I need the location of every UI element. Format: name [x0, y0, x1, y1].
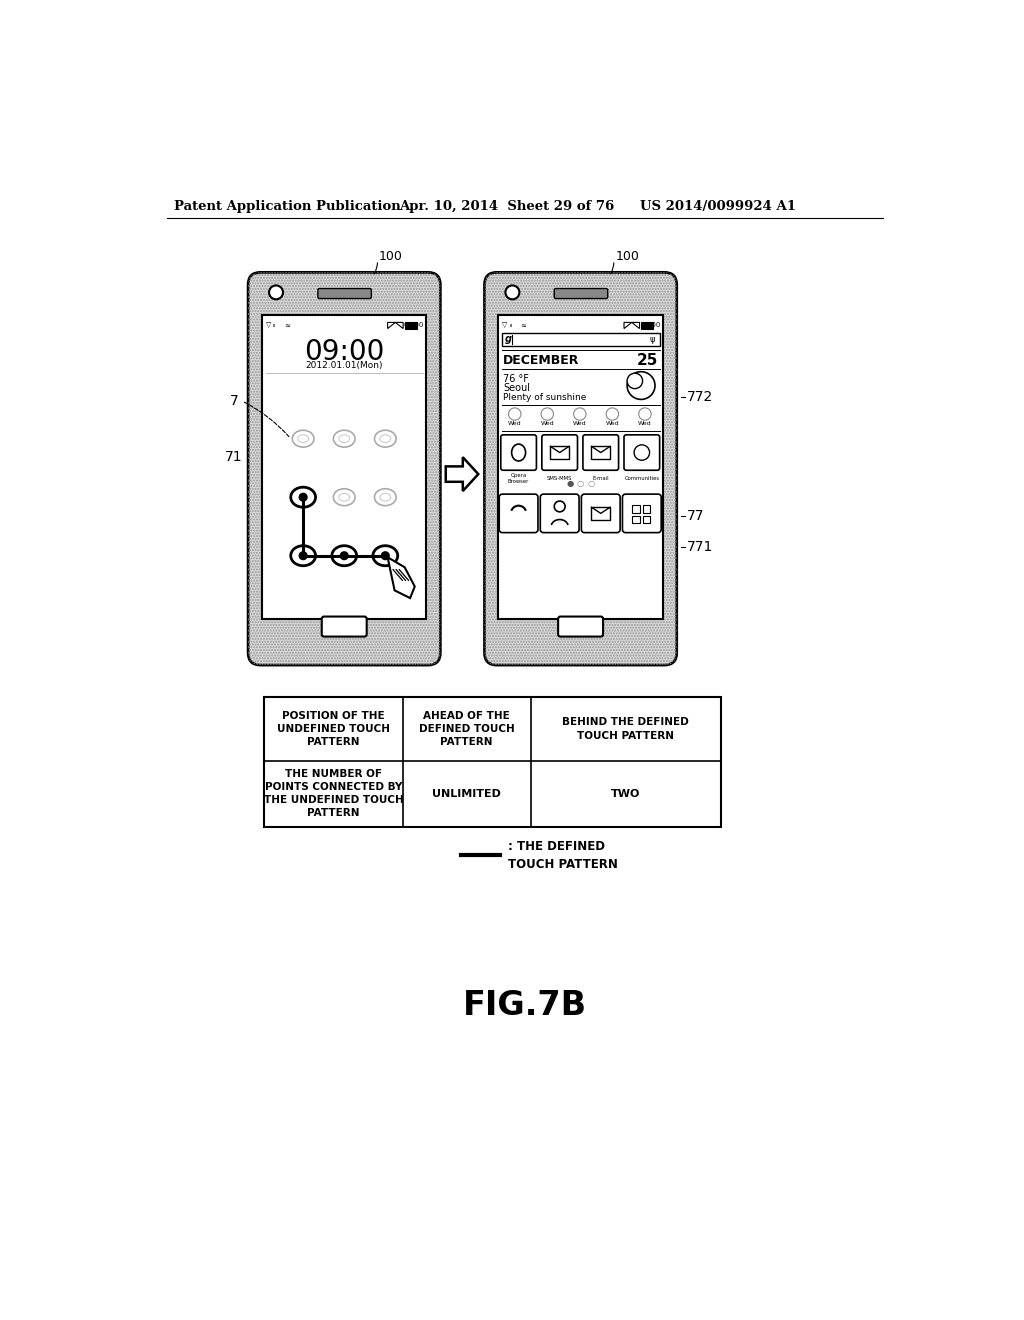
Polygon shape [388, 557, 415, 598]
Text: : THE DEFINED
TOUCH PATTERN: : THE DEFINED TOUCH PATTERN [508, 840, 617, 871]
FancyBboxPatch shape [484, 272, 677, 665]
Text: g: g [505, 334, 512, 345]
Text: 2012.01.01(Mon): 2012.01.01(Mon) [305, 362, 383, 370]
Bar [632, 506, 640, 512]
FancyBboxPatch shape [248, 272, 440, 665]
Text: ≈: ≈ [520, 322, 526, 329]
Text: ıı: ıı [509, 323, 512, 327]
Text: 77: 77 [687, 510, 705, 524]
Circle shape [381, 552, 389, 560]
FancyBboxPatch shape [582, 494, 621, 533]
Text: 76 °F: 76 °F [503, 374, 529, 384]
Circle shape [506, 285, 519, 300]
Bar [499, 314, 663, 619]
Text: ●: ● [566, 479, 573, 488]
FancyBboxPatch shape [542, 434, 578, 470]
FancyBboxPatch shape [583, 434, 618, 470]
Text: Wed: Wed [573, 421, 587, 426]
Text: Apr. 10, 2014  Sheet 29 of 76: Apr. 10, 2014 Sheet 29 of 76 [399, 199, 614, 213]
FancyBboxPatch shape [500, 494, 538, 533]
Text: Wed: Wed [638, 421, 651, 426]
Polygon shape [445, 457, 478, 491]
Circle shape [269, 285, 283, 300]
Bar [643, 506, 650, 512]
Text: 09:00: 09:00 [403, 322, 424, 329]
Text: Plenty of sunshine: Plenty of sunshine [503, 392, 587, 401]
Circle shape [509, 408, 521, 420]
Text: SMS-MMS: SMS-MMS [547, 477, 572, 482]
Text: E-mail: E-mail [593, 477, 609, 482]
FancyBboxPatch shape [558, 616, 603, 636]
Text: 100: 100 [379, 251, 403, 264]
Text: Seoul: Seoul [503, 383, 530, 393]
Ellipse shape [334, 488, 355, 506]
Bar [641, 322, 653, 329]
Bar [262, 314, 426, 619]
Circle shape [340, 552, 348, 560]
FancyBboxPatch shape [322, 616, 367, 636]
Text: 71: 71 [225, 450, 243, 465]
Ellipse shape [334, 548, 355, 564]
Ellipse shape [292, 488, 314, 506]
Ellipse shape [375, 548, 396, 564]
FancyBboxPatch shape [623, 494, 662, 533]
Circle shape [299, 494, 307, 502]
Ellipse shape [373, 545, 397, 566]
Ellipse shape [291, 545, 315, 566]
Text: THE NUMBER OF
POINTS CONNECTED BY
THE UNDEFINED TOUCH
PATTERN: THE NUMBER OF POINTS CONNECTED BY THE UN… [263, 768, 403, 818]
Text: AHEAD OF THE
DEFINED TOUCH
PATTERN: AHEAD OF THE DEFINED TOUCH PATTERN [419, 710, 514, 747]
Bar [632, 516, 640, 524]
Bar [502, 333, 659, 346]
Ellipse shape [375, 430, 396, 447]
Text: 09:00: 09:00 [304, 338, 384, 366]
Text: 772: 772 [687, 391, 713, 404]
FancyBboxPatch shape [501, 434, 537, 470]
FancyBboxPatch shape [624, 434, 659, 470]
Text: Wed: Wed [541, 421, 554, 426]
Text: ıı: ıı [273, 323, 275, 327]
Text: TWO: TWO [611, 788, 640, 799]
Text: 09:00: 09:00 [640, 322, 660, 329]
Circle shape [541, 408, 554, 420]
FancyBboxPatch shape [554, 289, 607, 298]
Text: Wed: Wed [508, 421, 521, 426]
Text: ○: ○ [588, 479, 595, 488]
Text: ▽: ▽ [266, 322, 271, 329]
Circle shape [606, 408, 618, 420]
Bar [263, 697, 721, 826]
Circle shape [299, 552, 307, 560]
Text: Communities: Communities [625, 477, 659, 482]
Ellipse shape [292, 430, 314, 447]
Text: FIG.7B: FIG.7B [463, 989, 587, 1022]
FancyBboxPatch shape [541, 494, 579, 533]
Text: US 2014/0099924 A1: US 2014/0099924 A1 [640, 199, 796, 213]
Text: Opera
Browser: Opera Browser [508, 474, 529, 484]
Circle shape [639, 408, 651, 420]
Circle shape [627, 372, 655, 400]
Text: ≈: ≈ [284, 322, 290, 329]
Circle shape [573, 408, 586, 420]
Text: 7: 7 [229, 393, 239, 408]
Circle shape [627, 374, 643, 388]
Ellipse shape [291, 487, 315, 507]
Text: 100: 100 [615, 251, 639, 264]
Text: ○: ○ [577, 479, 585, 488]
Text: POSITION OF THE
UNDEFINED TOUCH
PATTERN: POSITION OF THE UNDEFINED TOUCH PATTERN [276, 710, 390, 747]
Text: Wed: Wed [605, 421, 620, 426]
Text: ψ: ψ [649, 335, 654, 343]
Text: ▽: ▽ [503, 322, 508, 329]
Ellipse shape [332, 545, 356, 566]
Text: BEHIND THE DEFINED
TOUCH PATTERN: BEHIND THE DEFINED TOUCH PATTERN [562, 717, 689, 741]
Bar [404, 322, 417, 329]
Text: 771: 771 [687, 540, 713, 554]
Text: DECEMBER: DECEMBER [503, 354, 580, 367]
Ellipse shape [334, 430, 355, 447]
Ellipse shape [375, 488, 396, 506]
Text: 25: 25 [637, 354, 658, 368]
Bar [643, 516, 650, 524]
Text: Patent Application Publication: Patent Application Publication [174, 199, 401, 213]
Ellipse shape [292, 548, 314, 564]
FancyBboxPatch shape [317, 289, 372, 298]
Text: UNLIMITED: UNLIMITED [432, 788, 501, 799]
